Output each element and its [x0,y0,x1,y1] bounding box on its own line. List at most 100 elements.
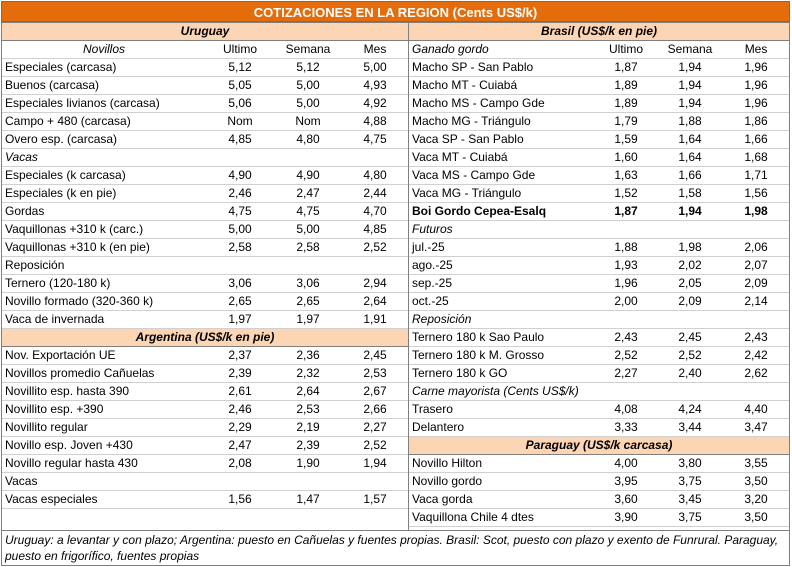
value-ultimo: 2,39 [206,364,274,383]
value-ultimo: 2,00 [595,292,657,311]
value-ultimo: 1,63 [595,166,657,185]
value-ultimo: 2,47 [206,436,274,455]
uruguay-vacas-subheader: Vacas [2,148,408,167]
value-semana: 2,02 [657,256,723,275]
value-mes: 2,14 [723,292,790,311]
value-semana: 5,00 [274,94,342,113]
table-row: Macho MG - Triángulo 1,79 1,88 1,86 [409,112,790,131]
table-row: Campo + 480 (carcasa) Nom Nom 4,88 [2,112,408,131]
table-row: Novillos promedio Cañuelas 2,39 2,32 2,53 [2,364,408,383]
table-row: Novillito regular 2,29 2,19 2,27 [2,418,408,437]
row-label: Macho SP - San Pablo [409,58,595,77]
paraguay-header: Paraguay (US$/k carcasa) [409,436,790,455]
brasil-col-ultimo: Ultimo [595,40,657,59]
uruguay-novillos-rows: Especiales (carcasa) 5,12 5,12 5,00 Buenos (… [2,58,408,149]
col-ultimo: Ultimo [206,40,274,59]
row-label: Delantero [409,418,595,437]
value-mes: 4,75 [342,130,408,149]
value-semana: 1,64 [657,148,723,167]
value-ultimo: 3,33 [595,418,657,437]
value-semana: 3,75 [657,472,723,491]
table-row: oct.-25 2,00 2,09 2,14 [409,292,790,311]
value-semana: 1,88 [657,112,723,131]
uruguay-reposicion-label: Reposición [2,256,408,275]
value-semana: 2,58 [274,238,342,257]
value-semana: 1,97 [274,310,342,329]
brasil-section-header: Brasil (US$/k en pie) [409,22,790,41]
value-mes: 2,43 [723,328,790,347]
value-semana: 2,52 [657,346,723,365]
value-mes: 2,44 [342,184,408,203]
value-semana: 2,45 [657,328,723,347]
brasil-col-semana: Semana [657,40,723,59]
value-mes: 1,96 [723,76,790,95]
value-ultimo: 2,29 [206,418,274,437]
table-row: Vaca MT - Cuiabá 1,60 1,64 1,68 [409,148,790,167]
table-row: sep.-25 1,96 2,05 2,09 [409,274,790,293]
brasil-reposicion-label: Reposición [409,310,790,329]
row-label: Especiales (carcasa) [2,58,206,77]
value-mes: 2,06 [723,238,790,257]
argentina-vacas-label: Vacas [2,472,408,491]
table-row: jul.-25 1,88 1,98 2,06 [409,238,790,257]
table-row: Vaca de invernada 1,97 1,97 1,91 [2,310,408,329]
brasil-carne-rows: Trasero 4,08 4,24 4,40 Delantero 3,33 3,44 3,47 [409,400,790,437]
uruguay-header: Uruguay [2,22,408,41]
value-semana: 5,00 [274,76,342,95]
value-mes: 1,66 [723,130,790,149]
value-ultimo: 2,52 [595,346,657,365]
value-mes: 4,88 [342,112,408,131]
value-ultimo: 4,90 [206,166,274,185]
row-label: sep.-25 [409,274,595,293]
row-label: Vaca gorda [409,490,595,509]
table-row: Nov. Exportación UE 2,37 2,36 2,45 [2,346,408,365]
value-ultimo: 1,93 [595,256,657,275]
row-label: ago.-25 [409,256,595,275]
value-ultimo: 1,89 [595,76,657,95]
brasil-futuros-subheader: Futuros [409,220,790,239]
row-label: Vaquillona Chile 4 dtes [409,508,595,527]
value-semana: 1,58 [657,184,723,203]
value-ultimo: 1,52 [595,184,657,203]
value-mes: 2,62 [723,364,790,383]
value-semana: 3,45 [657,490,723,509]
row-label: Buenos (carcasa) [2,76,206,95]
value-semana: 2,39 [274,436,342,455]
table-row: Buenos (carcasa) 5,05 5,00 4,93 [2,76,408,95]
value-semana: 1,94 [657,58,723,77]
value-semana: 4,80 [274,130,342,149]
table-row: Macho MS - Campo Gde 1,89 1,94 1,96 [409,94,790,113]
boi-ultimo: 1,87 [595,202,657,221]
value-semana: 5,12 [274,58,342,77]
value-ultimo: 5,05 [206,76,274,95]
table-row: Especiales (carcasa) 5,12 5,12 5,00 [2,58,408,77]
value-mes: 2,64 [342,292,408,311]
paraguay-section-header: Paraguay (US$/k carcasa) [409,436,790,455]
value-semana: 3,44 [657,418,723,437]
paraguay-rows: Novillo Hilton 4,00 3,80 3,55 Novillo gordo 3… [409,454,790,527]
table-row: Vaca MG - Triángulo 1,52 1,58 1,56 [409,184,790,203]
row-label: Ternero 180 k Sao Paulo [409,328,595,347]
value-mes: 1,57 [342,490,408,509]
value-ultimo: 1,56 [206,490,274,509]
row-label: Vaca MS - Campo Gde [409,166,595,185]
table-row: Vaca MS - Campo Gde 1,63 1,66 1,71 [409,166,790,185]
value-semana: 2,32 [274,364,342,383]
value-ultimo: 5,06 [206,94,274,113]
value-ultimo: 1,88 [595,238,657,257]
value-ultimo: 4,08 [595,400,657,419]
table-row: Vaquillonas +310 k (en pie) 2,58 2,58 2,52 [2,238,408,257]
value-mes: 1,86 [723,112,790,131]
value-semana: 4,90 [274,166,342,185]
argentina-vacas-rows: Vacas especiales 1,56 1,47 1,57 [2,490,408,509]
row-label: Macho MG - Triángulo [409,112,595,131]
brasil-reposicion-rows: Ternero 180 k Sao Paulo 2,43 2,45 2,43 Terne… [409,328,790,383]
value-ultimo: 1,79 [595,112,657,131]
row-label: Novillito esp. hasta 390 [2,382,206,401]
table-row: Especiales (k carcasa) 4,90 4,90 4,80 [2,166,408,185]
row-label: Novillos promedio Cañuelas [2,364,206,383]
brasil-column-header-row: Ganado gordo Ultimo Semana Mes [409,40,790,59]
uruguay-reposicion-subheader: Reposición [2,256,408,275]
value-semana: 2,40 [657,364,723,383]
table-row: Novillo gordo 3,95 3,75 3,50 [409,472,790,491]
